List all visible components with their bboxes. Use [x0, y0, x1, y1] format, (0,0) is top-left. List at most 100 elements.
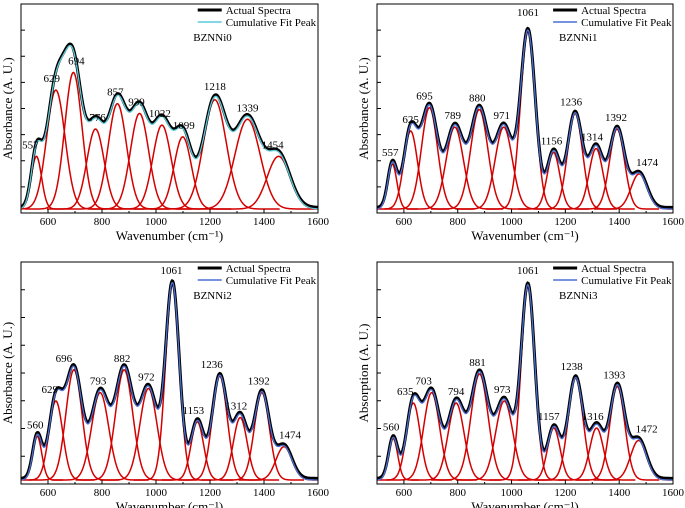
component-peak-1236	[177, 375, 262, 481]
peak-label-1393: 1393	[603, 369, 626, 381]
peak-label-971: 971	[493, 110, 510, 122]
cumulative-fit-line	[21, 44, 318, 210]
peak-label-560: 560	[27, 419, 44, 431]
x-tick-label: 600	[396, 216, 413, 228]
y-axis-title: Absorbance (A. U.)	[0, 322, 15, 425]
component-peak-1157	[518, 427, 590, 481]
x-tick-label: 800	[94, 216, 111, 228]
x-tick-label: 1400	[608, 216, 631, 228]
peak-label-1099: 1099	[173, 120, 196, 132]
x-tick-label: 1200	[554, 487, 577, 499]
cumulative-fit-line	[377, 283, 673, 481]
component-peak-881	[431, 373, 528, 481]
peak-label-1061: 1061	[517, 265, 539, 277]
legend-label-actual: Actual Spectra	[226, 5, 291, 17]
component-peak-793	[51, 391, 149, 481]
peak-label-694: 694	[68, 56, 85, 68]
peak-label-1392: 1392	[248, 376, 270, 388]
plot-area	[377, 26, 673, 210]
sample-label: BZNNi0	[193, 32, 232, 44]
x-tick-label: 1200	[554, 216, 577, 228]
legend-label-actual: Actual Spectra	[581, 263, 646, 275]
component-peak-1393	[575, 385, 660, 481]
component-peak-794	[410, 402, 502, 481]
component-peak-1218	[150, 99, 280, 210]
x-axis-title: Wavenumber (cm⁻¹)	[471, 228, 579, 243]
peak-label-1061: 1061	[161, 265, 183, 277]
peak-label-1339: 1339	[237, 102, 260, 114]
peak-label-972: 972	[138, 372, 155, 384]
peak-label-635: 635	[397, 386, 414, 398]
x-tick-label: 600	[40, 487, 57, 499]
peak-label-1153: 1153	[183, 405, 205, 417]
peak-label-1474: 1474	[279, 430, 302, 442]
peak-label-881: 881	[469, 357, 486, 369]
x-axis: 600 800 1000 1200 1400 1600 Wavenumber (cm⁻¹)	[20, 480, 330, 508]
x-tick-label: 1000	[145, 216, 168, 228]
component-peak-1153	[161, 420, 233, 481]
peak-label-793: 793	[90, 376, 107, 388]
component-peak-1472	[593, 439, 673, 481]
x-tick-label: 1200	[199, 487, 222, 499]
x-tick-label: 1600	[307, 216, 330, 228]
peak-label-1061: 1061	[517, 7, 539, 19]
x-tick-label: 800	[449, 487, 466, 499]
peak-label-880: 880	[469, 93, 486, 105]
x-axis-title: Wavenumber (cm⁻¹)	[471, 499, 579, 508]
component-peak-1392	[575, 128, 660, 210]
peak-label-939: 939	[128, 97, 145, 109]
legend-label-actual: Actual Spectra	[581, 5, 646, 17]
x-tick-label: 800	[449, 216, 466, 228]
peak-label-696: 696	[56, 353, 73, 365]
y-axis: Absorbance (A. U.)	[0, 289, 25, 457]
component-peak-1339	[176, 118, 318, 210]
peak-label-703: 703	[415, 376, 432, 388]
y-axis-title: Absorbance (A. U.)	[0, 57, 15, 160]
x-tick-label: 1600	[307, 487, 330, 499]
x-tick-label: 1400	[253, 487, 276, 499]
x-axis-title: Wavenumber (cm⁻¹)	[116, 228, 224, 243]
peak-label-1472: 1472	[636, 424, 658, 436]
component-peak-1474	[593, 173, 673, 210]
y-axis-title: Absorption (A. U.)	[356, 324, 371, 423]
peak-label-1218: 1218	[204, 81, 227, 93]
peak-label-1312: 1312	[225, 401, 247, 413]
cumulative-fit-line	[21, 281, 318, 481]
peak-label-629: 629	[44, 73, 61, 85]
peak-label-1022: 1022	[149, 108, 171, 120]
peak-label-557: 557	[22, 139, 39, 151]
legend-label-cumulative: Cumulative Fit Peak	[581, 17, 672, 29]
cumulative-fit-line	[377, 29, 673, 210]
x-tick-label: 600	[396, 487, 413, 499]
actual-spectra-line	[377, 26, 673, 209]
peak-label-1238: 1238	[561, 361, 584, 373]
peak-label-857: 857	[107, 87, 124, 99]
x-axis-title: Wavenumber (cm⁻¹)	[116, 499, 224, 508]
component-peak-1156	[518, 151, 590, 210]
x-tick-label: 600	[40, 216, 57, 228]
peak-label-629: 629	[42, 384, 59, 396]
component-peak-882	[75, 368, 173, 481]
component-peak-1314	[557, 147, 635, 210]
actual-spectra-line	[21, 42, 318, 209]
component-peak-1316	[557, 427, 636, 481]
y-axis: Absorbance (A. U.)	[356, 29, 381, 188]
plot-area	[377, 281, 673, 481]
peak-label-1236: 1236	[201, 359, 224, 371]
peak-label-1454: 1454	[262, 139, 285, 151]
y-axis: Absorbance (A. U.)	[0, 29, 25, 188]
peak-label-695: 695	[416, 91, 433, 103]
x-tick-label: 1600	[662, 216, 685, 228]
legend-label-cumulative: Cumulative Fit Peak	[581, 275, 672, 287]
x-tick-label: 800	[94, 487, 111, 499]
legend-label-actual: Actual Spectra	[226, 263, 291, 275]
peak-label-882: 882	[114, 353, 131, 365]
y-axis-title: Absorbance (A. U.)	[356, 57, 371, 160]
peak-label-973: 973	[494, 384, 511, 396]
